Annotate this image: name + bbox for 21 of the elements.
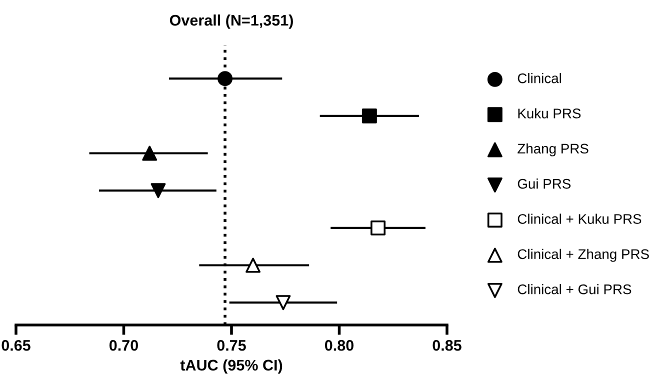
point [370,220,386,236]
x-tick-label: 0.65 [2,340,30,351]
point [246,258,261,273]
legend-label: Gui PRS [518,178,571,189]
x-tick-label: 0.85 [432,340,462,351]
point [218,71,233,86]
point [362,108,377,124]
x-tick-label: 0.75 [217,340,246,351]
legend-label: Zhang PRS [518,143,588,156]
point [150,183,166,198]
legend-label: Clinical + Zhang PRS [518,248,649,262]
chart-title: Overall (N=1,351) [170,14,293,29]
x-tick-label: 0.80 [324,340,354,351]
x-tick-label: 0.70 [109,340,138,351]
point [142,146,158,161]
legend-label: Kuku PRS [518,108,581,118]
legend-label: Clinical + Gui PRS [518,284,632,294]
x-axis-title: tAUC (95% CI) [180,359,282,374]
legend-label: Clinical [518,73,561,84]
legend-label: Clinical + Kuku PRS [518,214,642,224]
point [276,295,291,310]
